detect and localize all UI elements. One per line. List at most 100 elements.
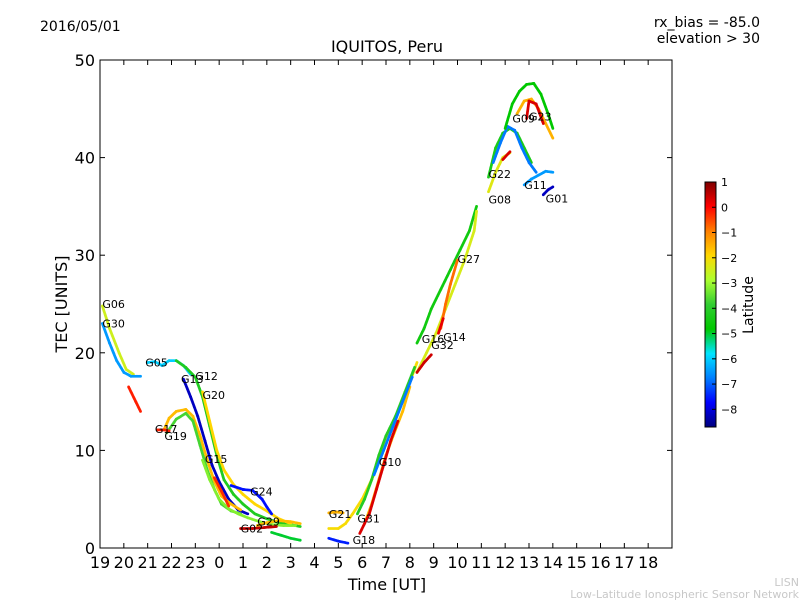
satellite-label: G02 [241,522,264,535]
x-tick-label: 5 [333,553,343,572]
data-point [341,511,345,515]
colorbar-tick-label: −6 [721,353,737,366]
x-tick-label: 19 [90,553,110,572]
series-g13 [182,377,250,516]
y-tick-label: 40 [75,149,95,168]
x-tick-label: 4 [309,553,319,572]
colorbar-tick-label: −2 [721,252,737,265]
satellite-label: G16 [422,333,445,346]
data-point [139,409,142,413]
data-point [508,150,512,154]
data-point [239,508,243,512]
data-point [441,317,445,321]
series-g18 [358,419,400,535]
series-g22-b [491,124,538,174]
series-g20 [201,390,293,525]
data-point [298,522,302,525]
series-g32 [415,353,433,374]
satellite-label: G24 [250,485,273,498]
colorbar-tick-label: −3 [721,277,737,290]
y-tick-label: 10 [75,441,95,460]
x-axis: 19 20 21 22 23 0 1 2 3 4 5 6 7 8 9 10 11 12 13 14 15 16 17 18 [90,60,658,572]
satellite-label: G15 [205,453,228,466]
data-point [475,209,478,213]
colorbar-tick-label: 1 [721,176,728,189]
x-tick-label: 13 [519,553,539,572]
x-tick-label: 22 [161,553,181,572]
satellite-label: G27 [458,253,481,266]
x-tick-label: 14 [543,553,563,572]
colorbar [704,181,717,428]
x-tick-label: 10 [447,553,467,572]
rx-bias-label: rx_bias = -85.0 [654,15,760,31]
satellite-label: G10 [379,456,402,469]
data-point [534,170,538,174]
data-point [475,205,478,208]
series-g02-tail [270,530,302,542]
chart-title: IQUITOS, Peru [331,37,443,56]
satellite-label: G13 [181,373,204,386]
x-tick-label: 20 [114,553,134,572]
satellite-label: G17 [155,423,178,436]
y-tick-label: 20 [75,344,95,363]
series-g09 [503,82,555,130]
data-point [139,374,142,378]
series-g11 [522,169,555,187]
data-point [413,366,416,369]
satellite-label: G22 [488,168,511,181]
satellite-label: G29 [257,516,280,529]
footer-network: Low-Latitude Ionospheric Sensor Network [570,588,799,600]
series-g29 [255,519,302,527]
x-tick-label: 1 [238,553,248,572]
series-g18-start [327,536,350,545]
satellite-label: G14 [443,331,466,344]
data-point [551,170,555,174]
satellite-label: G12 [195,370,218,383]
plot-area [99,59,673,549]
x-tick-label: 0 [214,553,224,572]
colorbar-tick-label: −5 [721,328,737,341]
data-point [346,541,350,545]
data-point [246,512,250,516]
series-g17-start [155,428,171,433]
data-point [167,429,171,433]
series-g15-red [213,476,231,508]
data-point [551,126,555,130]
data-point [456,258,459,262]
elevation-label: elevation > 30 [657,31,760,47]
series-g16-lower [372,375,414,477]
data-point [410,375,414,379]
data-point [396,419,400,423]
x-tick-label: 23 [185,553,205,572]
satellite-label: G08 [488,194,511,207]
x-tick-label: 15 [566,553,586,572]
x-tick-label: 3 [286,553,296,572]
y-tick-label: 50 [75,51,95,70]
satellite-label: G31 [357,513,380,526]
satellite-label: G30 [102,318,125,331]
satellite-label: G19 [164,430,187,443]
x-tick-label: 17 [614,553,634,572]
x-tick-label: 16 [590,553,610,572]
x-tick-label: 11 [471,553,491,572]
data-point [551,136,555,140]
date-label: 2016/05/01 [40,19,121,35]
x-tick-label: 7 [381,553,391,572]
x-tick-label: 18 [638,553,658,572]
data-point [227,504,231,508]
satellite-label: G09 [512,113,535,126]
series-g24 [229,484,273,516]
series-g01 [541,185,555,197]
x-axis-label: Time [UT] [347,575,426,594]
y-tick-label: 30 [75,246,95,265]
satellite-label: G23 [529,111,552,124]
series-g06 [100,304,135,376]
x-tick-label: 2 [262,553,272,572]
series-g23-red [525,99,545,125]
series-g21-start [327,510,345,515]
data-point [294,524,297,527]
satellite-label: G01 [546,193,569,206]
footer-lisn: LISN [774,576,799,589]
data-point [274,525,278,528]
